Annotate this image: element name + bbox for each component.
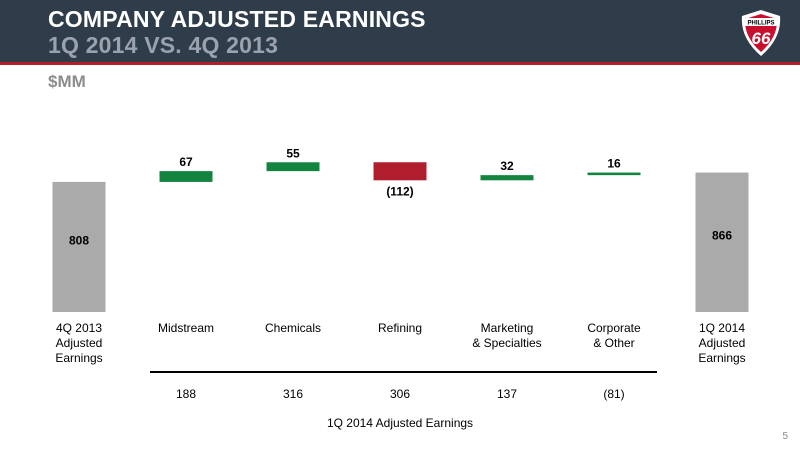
bar-increase [480,175,534,181]
segment-earnings-value: 188 [176,387,196,401]
category-label: Refining [378,321,422,335]
category-label: Midstream [158,321,214,335]
category-label: Corporate [587,321,641,335]
data-label: (112) [386,184,413,198]
segment-earnings-title: 1Q 2014 Adjusted Earnings [327,416,473,430]
category-label: & Other [593,336,634,350]
category-label: Adjusted [699,336,746,350]
page-number: 5 [782,431,788,442]
slide-title: COMPANY ADJUSTED EARNINGS [48,6,426,32]
category-label: Chemicals [265,321,321,335]
data-label: 67 [179,155,193,169]
data-label: 808 [69,233,89,247]
bar-total [52,181,106,312]
bar-total [695,172,749,312]
segment-earnings-value: 316 [283,387,303,401]
segment-earnings-value: 306 [390,387,410,401]
data-label: 55 [286,146,300,160]
slide-subtitle: 1Q 2014 VS. 4Q 2013 [48,32,279,58]
category-label: Earnings [55,351,102,365]
data-label: 866 [712,228,732,242]
svg-text:66: 66 [752,29,771,48]
bar-increase [587,172,641,176]
category-label: & Specialties [472,336,541,350]
segment-earnings-value: 137 [497,387,517,401]
phillips-66-logo: PHILLIPS 66 [741,10,781,56]
bar-decrease [373,162,427,181]
bar-increase [159,171,213,182]
category-label: Marketing [481,321,534,335]
header-accent-line [0,62,800,65]
category-label: Earnings [698,351,745,365]
bar-increase [266,162,320,172]
category-label: 4Q 2013 [56,321,102,335]
data-label: 32 [500,159,514,173]
segment-earnings-value: (81) [603,387,624,401]
data-label: 16 [607,157,621,171]
units-label: $MM [48,72,86,91]
slide-header [0,0,800,62]
category-label: Adjusted [56,336,103,350]
category-label: 1Q 2014 [699,321,745,335]
svg-text:PHILLIPS: PHILLIPS [747,21,774,27]
